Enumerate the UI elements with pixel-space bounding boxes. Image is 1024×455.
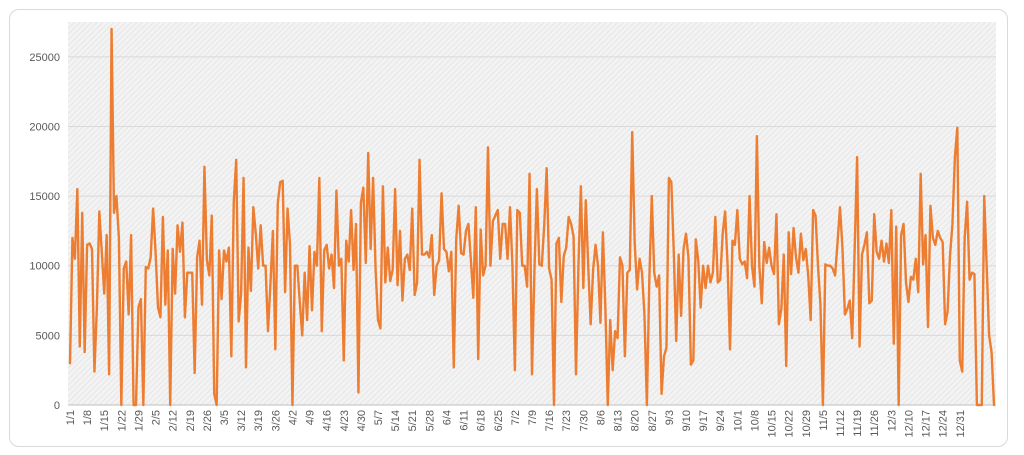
x-tick-label: 9/24 bbox=[715, 410, 727, 431]
x-tick-label: 11/26 bbox=[869, 410, 881, 437]
x-tick-label: 1/15 bbox=[99, 410, 111, 431]
x-tick-label: 1/1 bbox=[65, 410, 77, 425]
x-tick-label: 12/17 bbox=[921, 410, 933, 438]
series-line bbox=[68, 27, 996, 407]
x-tick-label: 5/7 bbox=[373, 410, 385, 425]
x-tick-label: 3/12 bbox=[236, 410, 248, 431]
x-tick-label: 4/30 bbox=[356, 410, 368, 431]
x-tick-label: 8/27 bbox=[647, 410, 659, 431]
x-tick-label: 2/26 bbox=[202, 410, 214, 431]
x-tick-label: 8/20 bbox=[630, 410, 642, 431]
y-tick-label: 0 bbox=[54, 400, 60, 412]
x-tick-label: 2/19 bbox=[185, 410, 197, 431]
x-tick-label: 5/21 bbox=[407, 410, 419, 431]
x-tick-label: 5/28 bbox=[424, 410, 436, 431]
x-tick-label: 9/17 bbox=[698, 410, 710, 431]
x-tick-label: 6/4 bbox=[441, 410, 453, 425]
x-tick-label: 4/16 bbox=[322, 410, 334, 431]
x-tick-label: 9/10 bbox=[681, 410, 693, 431]
x-tick-label: 2/5 bbox=[151, 410, 163, 425]
x-tick-label: 12/10 bbox=[903, 410, 915, 438]
x-tick-label: 12/3 bbox=[886, 410, 898, 431]
x-tick-label: 6/18 bbox=[476, 410, 488, 431]
x-tick-label: 7/2 bbox=[510, 410, 522, 425]
x-tick-label: 1/8 bbox=[82, 410, 94, 425]
x-tick-label: 4/23 bbox=[339, 410, 351, 431]
x-tick-label: 10/1 bbox=[732, 410, 744, 431]
y-tick-label: 10000 bbox=[29, 261, 60, 273]
x-tick-label: 5/14 bbox=[390, 410, 402, 431]
x-tick-label: 2/12 bbox=[168, 410, 180, 431]
x-tick-label: 11/12 bbox=[835, 410, 847, 437]
x-tick-label: 4/2 bbox=[287, 410, 299, 425]
x-tick-label: 9/3 bbox=[664, 410, 676, 425]
x-tick-label: 8/6 bbox=[595, 410, 607, 425]
x-tick-label: 6/25 bbox=[493, 410, 505, 431]
x-tick-label: 10/22 bbox=[784, 410, 796, 438]
y-tick-label: 25000 bbox=[29, 52, 60, 64]
x-tick-label: 1/22 bbox=[116, 410, 128, 431]
x-tick-label: 7/16 bbox=[544, 410, 556, 431]
x-tick-label: 7/30 bbox=[578, 410, 590, 431]
x-tick-label: 11/19 bbox=[852, 410, 864, 437]
x-tick-label: 7/23 bbox=[561, 410, 573, 431]
x-tick-label: 4/9 bbox=[305, 410, 317, 425]
x-tick-label: 10/15 bbox=[767, 410, 779, 438]
x-tick-label: 12/31 bbox=[955, 410, 967, 438]
x-tick-label: 6/11 bbox=[459, 410, 471, 431]
y-tick-label: 5000 bbox=[36, 330, 60, 342]
x-tick-label: 3/5 bbox=[219, 410, 231, 425]
y-tick-label: 20000 bbox=[29, 121, 60, 133]
x-tick-label: 11/5 bbox=[818, 410, 830, 431]
x-tick-label: 7/9 bbox=[527, 410, 539, 425]
x-tick-label: 1/29 bbox=[133, 410, 145, 431]
x-tick-label: 10/8 bbox=[749, 410, 761, 431]
x-tick-label: 8/13 bbox=[613, 410, 625, 431]
x-tick-label: 12/24 bbox=[938, 410, 950, 438]
y-tick-label: 15000 bbox=[29, 191, 60, 203]
x-tick-label: 3/26 bbox=[270, 410, 282, 431]
x-tick-label: 10/29 bbox=[801, 410, 813, 438]
x-tick-label: 3/19 bbox=[253, 410, 265, 431]
